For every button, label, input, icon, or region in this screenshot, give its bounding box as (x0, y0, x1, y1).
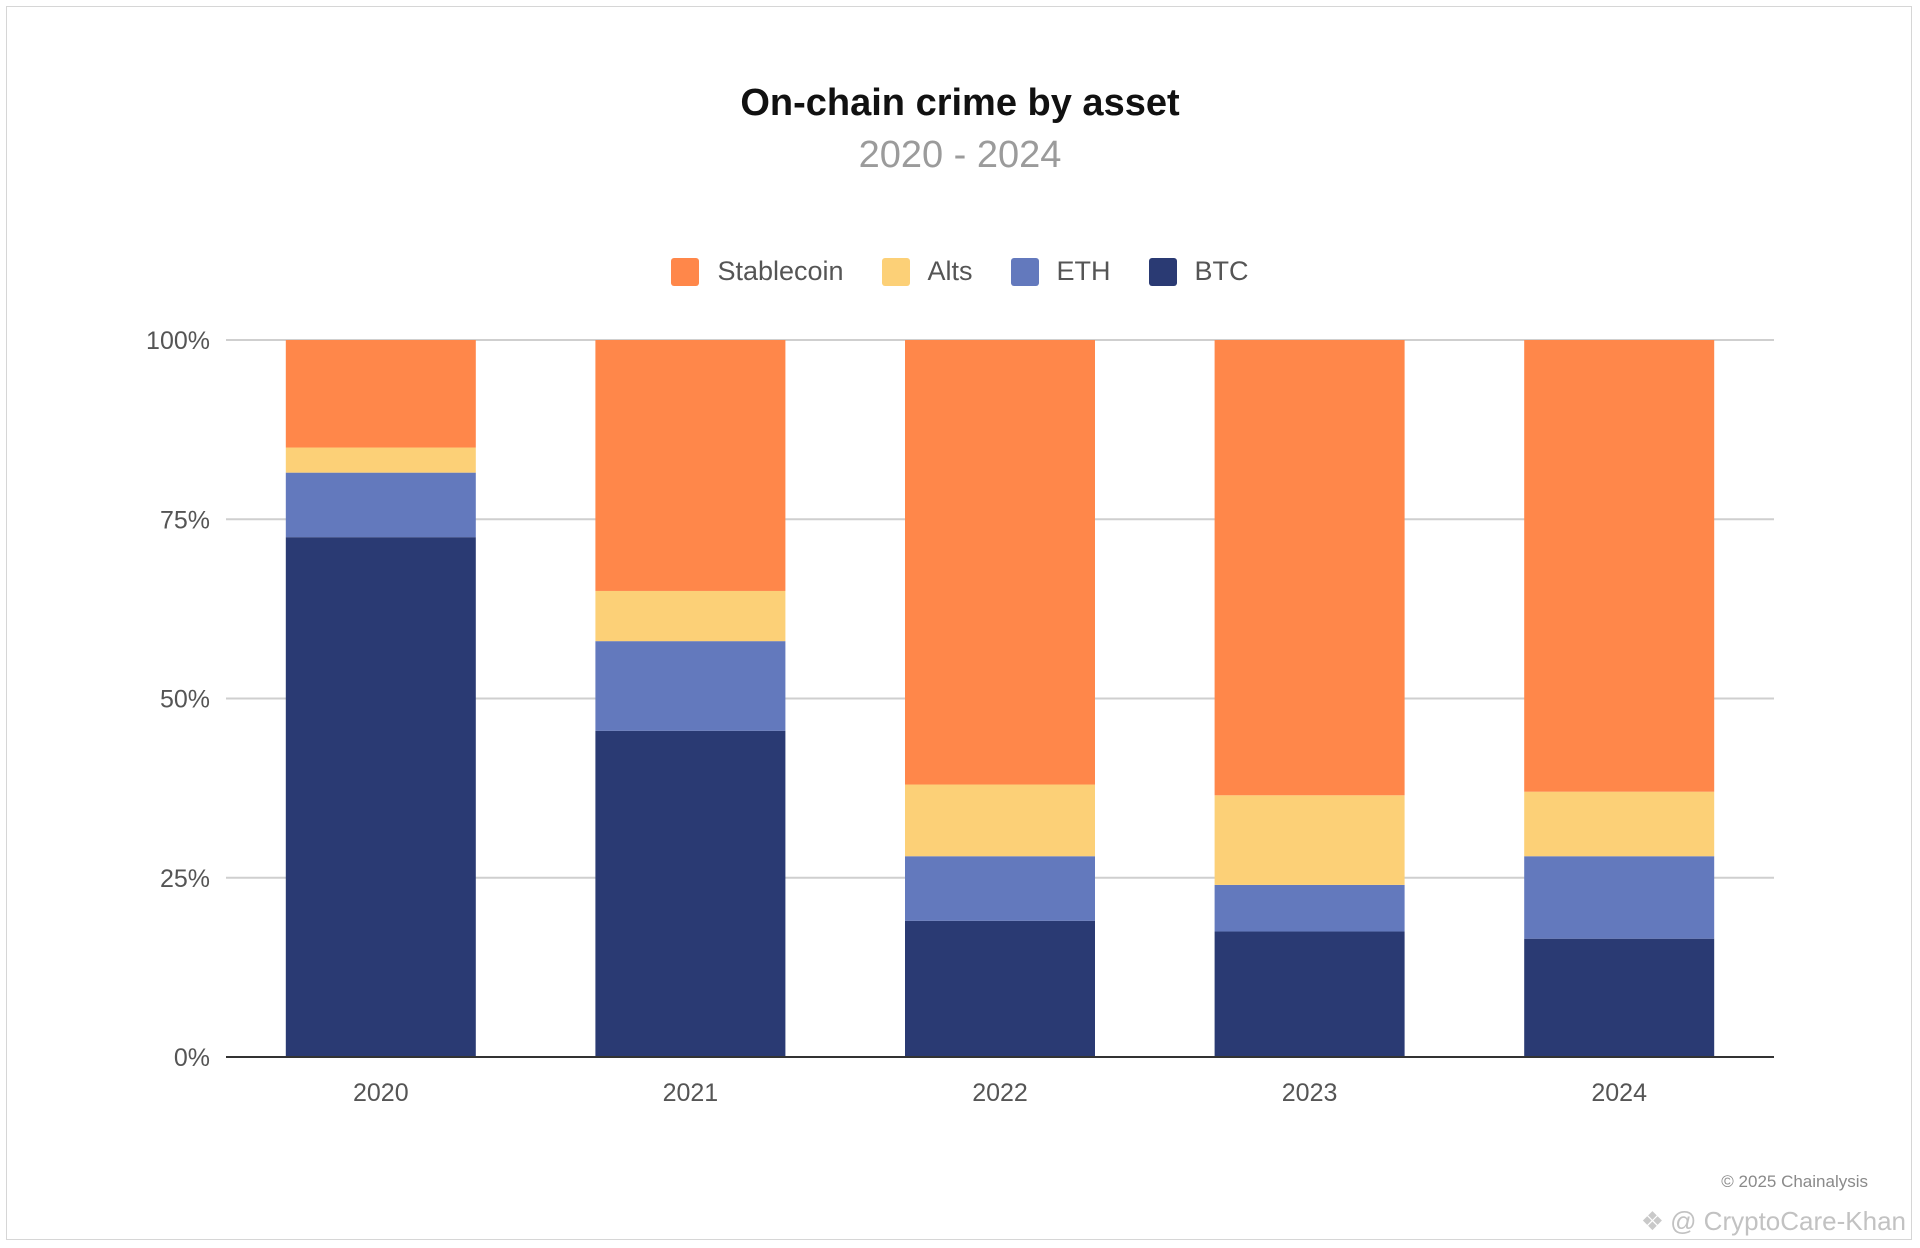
bar-btc-2023 (1214, 931, 1405, 1057)
legend: Stablecoin Alts ETH BTC (0, 256, 1920, 287)
chart-title: On-chain crime by asset (740, 82, 1180, 124)
bar-eth-2022 (905, 856, 1095, 921)
legend-swatch-btc (1148, 257, 1177, 286)
bar-btc-2020 (285, 537, 476, 1057)
bar-stablecoin-2022 (905, 340, 1095, 785)
legend-swatch-alts (881, 257, 910, 286)
legend-label-alts: Alts (927, 256, 973, 286)
x-tick-label-2023: 2023 (1282, 1079, 1338, 1107)
y-tick-label-100: 100% (146, 327, 210, 355)
legend-swatch-eth (1010, 257, 1039, 286)
legend-label-eth: ETH (1056, 256, 1111, 286)
bar-eth-2024 (1524, 856, 1715, 939)
x-tick-label-2024: 2024 (1591, 1079, 1647, 1107)
copyright-text: © 2025 Chainalysis (1721, 1172, 1868, 1191)
watermark-text: @ CryptoCare-Khan (1670, 1206, 1906, 1236)
legend-item-stablecoin[interactable]: Stablecoin (671, 256, 844, 287)
bar-stablecoin-2020 (285, 340, 476, 448)
chart-subtitle: 2020 - 2024 (858, 134, 1062, 176)
y-tick-label-50: 50% (160, 686, 210, 714)
bar-btc-2022 (905, 920, 1095, 1057)
bar-stablecoin-2024 (1524, 340, 1715, 792)
x-tick-label-2022: 2022 (972, 1079, 1028, 1107)
bar-stablecoin-2023 (1214, 340, 1405, 796)
bar-eth-2020 (285, 472, 476, 538)
bar-alts-2022 (905, 784, 1095, 857)
bar-stablecoin-2021 (595, 340, 786, 591)
bar-eth-2023 (1214, 884, 1405, 932)
legend-item-alts[interactable]: Alts (881, 256, 973, 287)
bar-alts-2024 (1524, 791, 1715, 857)
bar-btc-2024 (1524, 938, 1715, 1057)
bar-btc-2021 (595, 730, 786, 1057)
legend-item-btc[interactable]: BTC (1148, 256, 1249, 287)
bar-alts-2021 (595, 590, 786, 642)
y-tick-label-75: 75% (160, 506, 210, 534)
watermark: ❖ @ CryptoCare-Khan (1641, 1206, 1906, 1237)
legend-swatch-stablecoin (671, 257, 700, 286)
bar-eth-2021 (595, 641, 786, 731)
bar-alts-2020 (285, 447, 476, 473)
bar-alts-2023 (1214, 795, 1405, 885)
x-tick-label-2021: 2021 (663, 1079, 719, 1107)
legend-label-btc: BTC (1194, 256, 1249, 286)
y-tick-label-25: 25% (160, 865, 210, 893)
binance-icon: ❖ (1640, 1206, 1665, 1236)
y-tick-label-0: 0% (174, 1044, 210, 1072)
legend-item-eth[interactable]: ETH (1010, 256, 1111, 287)
x-tick-label-2020: 2020 (353, 1079, 409, 1107)
legend-label-stablecoin: Stablecoin (717, 256, 844, 286)
